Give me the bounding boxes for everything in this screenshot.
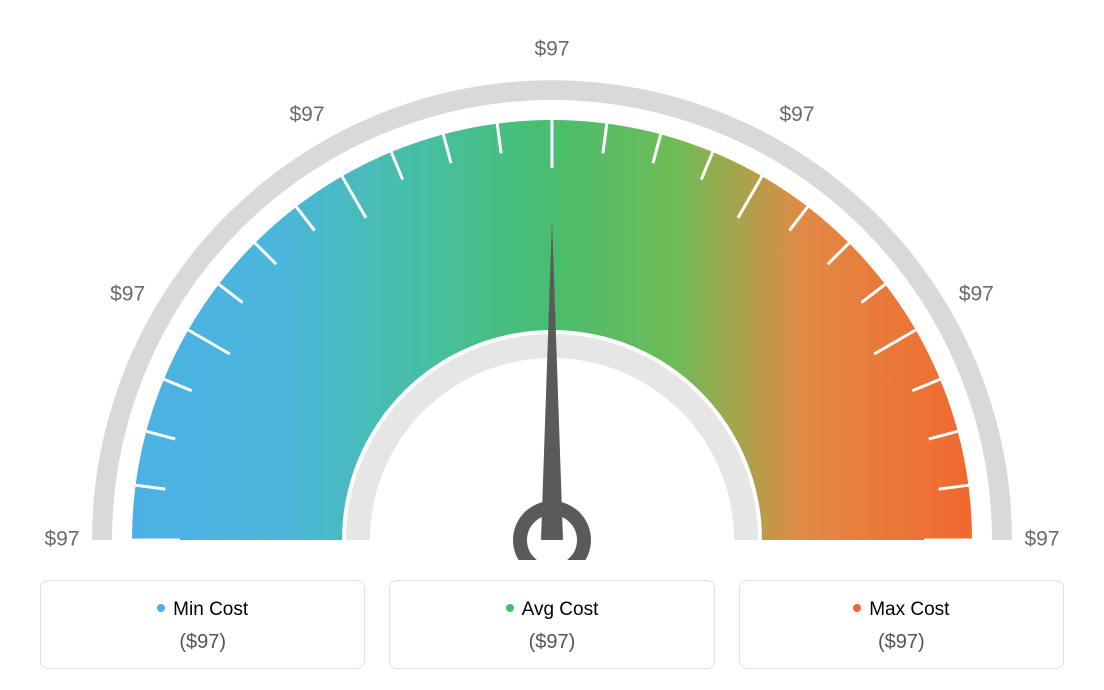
legend-avg-title: Avg Cost	[400, 599, 703, 621]
legend-max-dot	[853, 604, 861, 612]
legend-max-box: Max Cost ($97)	[739, 580, 1064, 669]
svg-text:$97: $97	[110, 283, 145, 306]
svg-text:$97: $97	[1024, 528, 1059, 551]
legend-avg-dot	[506, 604, 514, 612]
svg-text:$97: $97	[44, 528, 79, 551]
legend-avg-value: ($97)	[400, 631, 703, 654]
legend-row: Min Cost ($97) Avg Cost ($97) Max Cost (…	[0, 580, 1104, 669]
legend-max-value: ($97)	[750, 631, 1053, 654]
legend-min-box: Min Cost ($97)	[40, 580, 365, 669]
svg-text:$97: $97	[959, 283, 994, 306]
svg-text:$97: $97	[779, 103, 814, 126]
legend-min-dot	[157, 604, 165, 612]
legend-min-label: Min Cost	[173, 599, 248, 620]
legend-min-title: Min Cost	[51, 599, 354, 621]
legend-max-label: Max Cost	[869, 599, 949, 620]
gauge-svg: $97 $97 $97 $97 $97 $97 $97	[0, 0, 1104, 560]
legend-min-value: ($97)	[51, 631, 354, 654]
legend-max-title: Max Cost	[750, 599, 1053, 621]
legend-avg-label: Avg Cost	[522, 599, 599, 620]
svg-text:$97: $97	[534, 38, 569, 61]
legend-avg-box: Avg Cost ($97)	[389, 580, 714, 669]
gauge-chart: $97 $97 $97 $97 $97 $97 $97	[0, 0, 1104, 560]
svg-text:$97: $97	[289, 103, 324, 126]
